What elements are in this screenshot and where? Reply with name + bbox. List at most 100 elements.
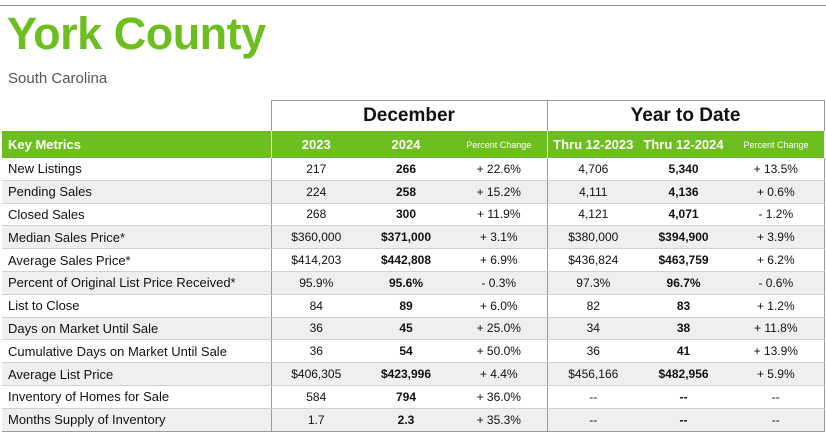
ytd-2024-value: 4,071 bbox=[639, 203, 729, 227]
metric-label: Cumulative Days on Market Until Sale bbox=[2, 339, 271, 364]
ytd-percent-change: + 1.2% bbox=[728, 294, 825, 318]
ytd-2024-value: -- bbox=[639, 385, 729, 409]
dec-2023-value: 84 bbox=[270, 294, 361, 318]
dec-2024-value: 54 bbox=[361, 339, 451, 364]
top-divider bbox=[0, 5, 826, 6]
group-header-ytd: Year to Date bbox=[546, 100, 825, 131]
dec-percent-change: + 11.9% bbox=[451, 203, 548, 227]
ytd-percent-change: + 13.9% bbox=[728, 339, 825, 364]
metric-label: New Listings bbox=[2, 158, 271, 181]
ytd-percent-change: + 11.8% bbox=[728, 317, 825, 341]
table-row: Inventory of Homes for Sale 584 794 + 36… bbox=[2, 385, 825, 409]
metric-label: Inventory of Homes for Sale bbox=[2, 385, 271, 409]
metric-label: Average Sales Price* bbox=[2, 248, 271, 272]
ytd-percent-change: + 5.9% bbox=[728, 362, 825, 386]
table-row: Average List Price $406,305 $423,996 + 4… bbox=[2, 362, 825, 386]
ytd-2024-value: $482,956 bbox=[639, 362, 729, 386]
page-title: York County bbox=[7, 8, 266, 59]
ytd-2023-value: 82 bbox=[546, 294, 640, 318]
dec-2023-value: 224 bbox=[270, 180, 361, 204]
dec-percent-change: - 0.3% bbox=[451, 271, 548, 295]
table-row: Closed Sales 268 300 + 11.9% 4,121 4,071… bbox=[2, 203, 825, 227]
ytd-percent-change: + 6.2% bbox=[728, 248, 825, 272]
metrics-body: New Listings 217 266 + 22.6% 4,706 5,340… bbox=[2, 158, 825, 432]
ytd-percent-change: + 0.6% bbox=[728, 180, 825, 204]
metric-label: List to Close bbox=[2, 294, 271, 318]
ytd-2023-value: $380,000 bbox=[546, 225, 640, 250]
dec-2024-value: 95.6% bbox=[361, 271, 451, 295]
dec-percent-change: + 3.1% bbox=[451, 225, 548, 250]
key-metrics-table: December Year to Date Key Metrics 2023 2… bbox=[2, 100, 825, 432]
ytd-2024-value: 96.7% bbox=[639, 271, 729, 295]
dec-2023-value: 95.9% bbox=[270, 271, 361, 295]
ytd-percent-change: + 13.5% bbox=[728, 158, 825, 181]
table-row: Cumulative Days on Market Until Sale 36 … bbox=[2, 339, 825, 364]
dec-2023-value: 36 bbox=[270, 339, 361, 364]
table-row: Percent of Original List Price Received*… bbox=[2, 271, 825, 295]
dec-2024-value: 89 bbox=[361, 294, 451, 318]
ytd-2023-value: -- bbox=[546, 385, 640, 409]
ytd-2024-value: 38 bbox=[639, 317, 729, 341]
ytd-2023-value: 4,121 bbox=[546, 203, 640, 227]
table-row: Days on Market Until Sale 36 45 + 25.0% … bbox=[2, 317, 825, 341]
ytd-2024-value: 41 bbox=[639, 339, 729, 364]
dec-percent-change: + 22.6% bbox=[451, 158, 548, 181]
group-header-spacer bbox=[2, 101, 271, 132]
dec-percent-change: + 6.0% bbox=[451, 294, 548, 318]
metric-label: Days on Market Until Sale bbox=[2, 317, 271, 341]
group-header-december: December bbox=[270, 100, 548, 131]
dec-2024-value: 794 bbox=[361, 385, 451, 409]
table-row: New Listings 217 266 + 22.6% 4,706 5,340… bbox=[2, 158, 825, 181]
table-row: Pending Sales 224 258 + 15.2% 4,111 4,13… bbox=[2, 180, 825, 204]
ytd-2024-value: $463,759 bbox=[639, 248, 729, 272]
ytd-2023-value: $456,166 bbox=[546, 362, 640, 386]
dec-2023-value: 217 bbox=[270, 158, 361, 181]
column-header-percent-change: Percent Change bbox=[451, 131, 548, 158]
column-header-key-metrics: Key Metrics bbox=[2, 131, 271, 158]
column-header-thru-2024: Thru 12-2024 bbox=[639, 131, 729, 158]
column-header-2024: 2024 bbox=[361, 131, 451, 158]
ytd-2023-value: 36 bbox=[546, 339, 640, 364]
dec-2023-value: $414,203 bbox=[270, 248, 361, 272]
dec-percent-change: + 25.0% bbox=[451, 317, 548, 341]
dec-percent-change: + 6.9% bbox=[451, 248, 548, 272]
ytd-2023-value: 4,111 bbox=[546, 180, 640, 204]
ytd-2024-value: $394,900 bbox=[639, 225, 729, 250]
ytd-2023-value: 4,706 bbox=[546, 158, 640, 181]
ytd-2024-value: 83 bbox=[639, 294, 729, 318]
table-row: List to Close 84 89 + 6.0% 82 83 + 1.2% bbox=[2, 294, 825, 318]
dec-2024-value: 266 bbox=[361, 158, 451, 181]
column-header-thru-2023: Thru 12-2023 bbox=[546, 131, 640, 158]
dec-2024-value: 300 bbox=[361, 203, 451, 227]
metric-label: Percent of Original List Price Received* bbox=[2, 271, 271, 295]
metric-label: Average List Price bbox=[2, 362, 271, 386]
metric-label: Pending Sales bbox=[2, 180, 271, 204]
dec-2023-value: 36 bbox=[270, 317, 361, 341]
dec-2023-value: 268 bbox=[270, 203, 361, 227]
column-header-percent-change-ytd: Percent Change bbox=[728, 131, 825, 158]
dec-percent-change: + 4.4% bbox=[451, 362, 548, 386]
ytd-percent-change: - 1.2% bbox=[728, 203, 825, 227]
column-header-2023: 2023 bbox=[270, 131, 361, 158]
ytd-2023-value: $436,824 bbox=[546, 248, 640, 272]
ytd-percent-change: -- bbox=[728, 385, 825, 409]
group-header-row: December Year to Date bbox=[2, 100, 825, 132]
page-subtitle: South Carolina bbox=[8, 70, 108, 87]
dec-percent-change: + 15.2% bbox=[451, 180, 548, 204]
ytd-2023-value: 97.3% bbox=[546, 271, 640, 295]
dec-2023-value: $360,000 bbox=[270, 225, 361, 250]
dec-2023-value: 584 bbox=[270, 385, 361, 409]
metric-label: Closed Sales bbox=[2, 203, 271, 227]
dec-2024-value: $371,000 bbox=[361, 225, 451, 250]
ytd-2024-value: 5,340 bbox=[639, 158, 729, 181]
dec-2024-value: 258 bbox=[361, 180, 451, 204]
dec-percent-change: + 50.0% bbox=[451, 339, 548, 364]
table-row: Average Sales Price* $414,203 $442,808 +… bbox=[2, 248, 825, 272]
dec-2024-value: $442,808 bbox=[361, 248, 451, 272]
ytd-percent-change: + 3.9% bbox=[728, 225, 825, 250]
dec-percent-change: + 36.0% bbox=[451, 385, 548, 409]
dec-2024-value: $423,996 bbox=[361, 362, 451, 386]
ytd-percent-change: - 0.6% bbox=[728, 271, 825, 295]
dec-2023-value: $406,305 bbox=[270, 362, 361, 386]
dec-2024-value: 45 bbox=[361, 317, 451, 341]
